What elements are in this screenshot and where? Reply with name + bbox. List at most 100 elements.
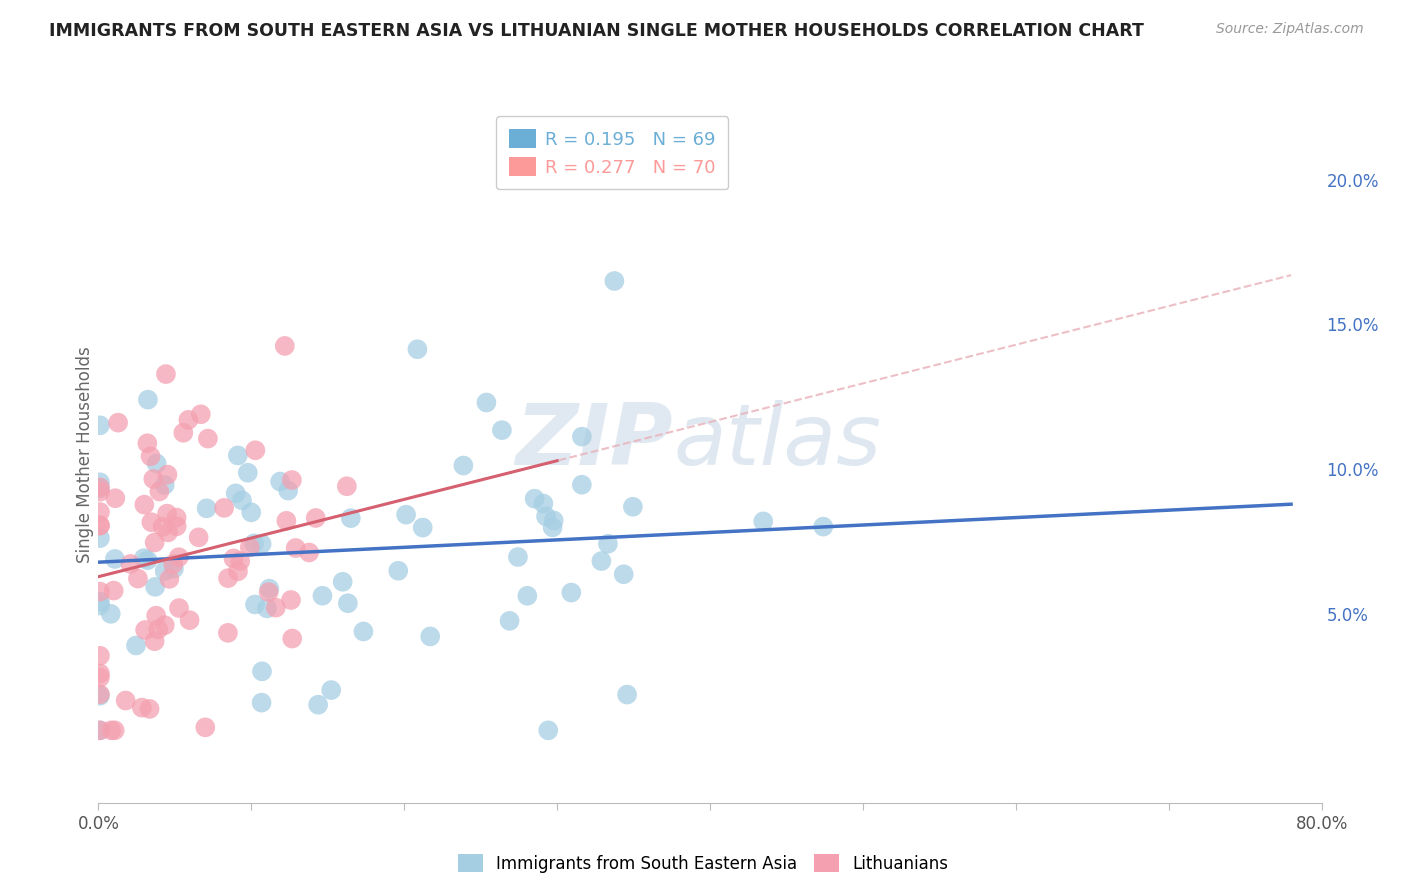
Point (187, 530, 209, 544)
Point (226, 449, 249, 463)
Point (531, 497, 554, 511)
Point (89, 480, 111, 494)
Legend: Immigrants from South Eastern Asia, Lithuanians: Immigrants from South Eastern Asia, Lith… (451, 847, 955, 880)
Point (139, 450, 162, 464)
Point (752, 515, 775, 529)
Point (134, 498, 156, 512)
Point (167, 550, 190, 565)
Point (412, 520, 434, 534)
Point (136, 436, 159, 450)
Point (352, 624, 374, 639)
Point (156, 467, 179, 482)
Point (543, 513, 565, 527)
Point (153, 564, 176, 578)
Point (89, 689, 111, 703)
Point (127, 572, 149, 586)
Point (167, 601, 190, 615)
Point (212, 500, 235, 515)
Point (100, 723, 122, 738)
Point (603, 274, 626, 288)
Point (298, 545, 321, 559)
Point (498, 614, 520, 628)
Point (114, 693, 136, 707)
Point (311, 589, 333, 603)
Point (145, 457, 167, 471)
Point (217, 625, 239, 640)
Point (226, 564, 249, 578)
Point (148, 484, 170, 499)
Point (613, 567, 636, 582)
Point (157, 572, 180, 586)
Point (89, 687, 111, 701)
Point (236, 466, 259, 480)
Point (157, 525, 180, 540)
Point (143, 535, 166, 549)
Point (243, 598, 266, 612)
Point (281, 473, 304, 487)
Point (621, 500, 644, 514)
Point (475, 395, 498, 409)
Point (419, 629, 441, 643)
Point (560, 585, 582, 599)
Point (136, 553, 159, 567)
Point (153, 478, 176, 492)
Point (240, 505, 263, 519)
Point (340, 511, 363, 525)
Point (156, 507, 179, 521)
Point (195, 501, 218, 516)
Point (143, 634, 166, 648)
Point (89, 723, 111, 738)
Point (134, 623, 156, 637)
Point (250, 696, 273, 710)
Point (141, 515, 163, 529)
Point (138, 702, 160, 716)
Point (190, 407, 212, 421)
Point (541, 520, 564, 534)
Point (89, 670, 111, 684)
Point (231, 493, 253, 508)
Point (217, 571, 239, 585)
Point (162, 557, 184, 571)
Text: IMMIGRANTS FROM SOUTH EASTERN ASIA VS LITHUANIAN SINGLE MOTHER HOUSEHOLDS CORREL: IMMIGRANTS FROM SOUTH EASTERN ASIA VS LI… (49, 22, 1144, 40)
Point (276, 514, 298, 528)
Point (277, 483, 299, 498)
Point (131, 700, 153, 714)
Point (89, 518, 111, 533)
Point (104, 552, 127, 566)
Point (256, 601, 278, 615)
Point (222, 551, 245, 566)
Text: Source: ZipAtlas.com: Source: ZipAtlas.com (1216, 22, 1364, 37)
Point (166, 510, 188, 524)
Point (225, 486, 247, 500)
Point (166, 519, 188, 533)
Point (89, 481, 111, 495)
Point (537, 723, 560, 738)
Point (257, 585, 280, 599)
Text: ZIP: ZIP (516, 400, 673, 483)
Point (120, 557, 142, 571)
Point (229, 554, 252, 568)
Point (145, 608, 167, 623)
Point (89, 594, 111, 608)
Point (395, 508, 418, 522)
Point (243, 536, 266, 550)
Point (284, 541, 307, 555)
Point (148, 623, 170, 637)
Point (264, 600, 287, 615)
Point (142, 472, 165, 486)
Point (307, 698, 329, 712)
Point (177, 413, 200, 427)
Point (104, 491, 127, 506)
Point (534, 509, 557, 524)
Point (89, 584, 111, 599)
Text: atlas: atlas (673, 400, 882, 483)
Point (89, 648, 111, 663)
Point (89, 484, 111, 499)
Point (506, 549, 529, 564)
Point (125, 639, 148, 653)
Point (387, 564, 409, 578)
Point (143, 580, 166, 594)
Point (239, 540, 262, 554)
Point (179, 613, 201, 627)
Point (89, 723, 111, 738)
